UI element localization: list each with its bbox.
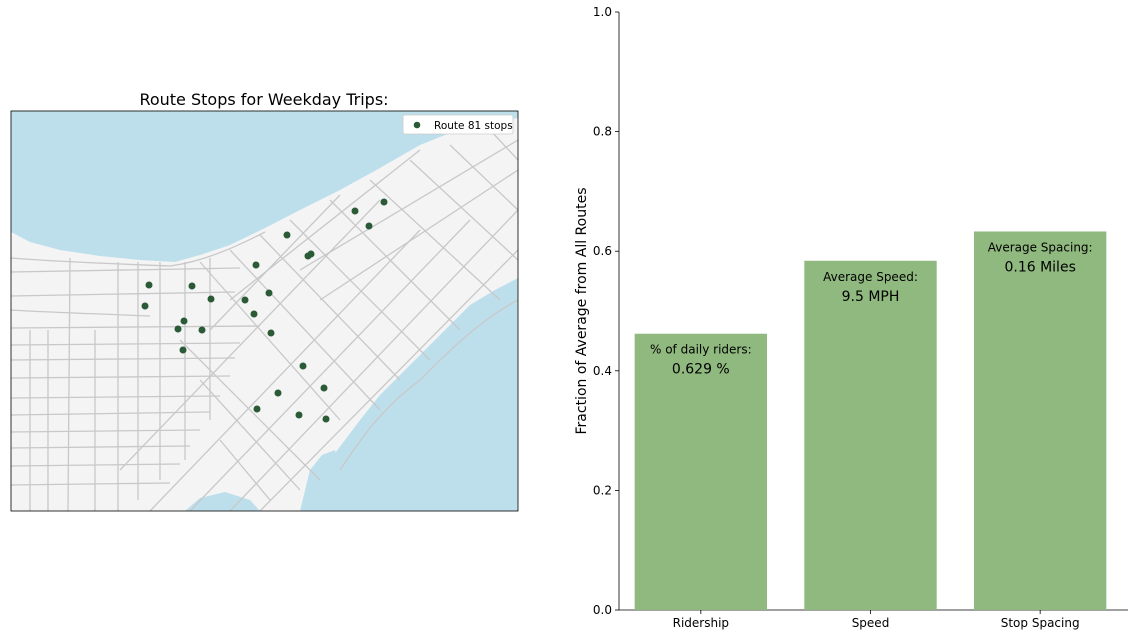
route-stop-marker [322, 415, 330, 423]
y-tick-label: 1.0 [593, 5, 612, 19]
x-tick-label: Ridership [673, 616, 729, 630]
map-title: Route Stops for Weekday Trips: [139, 90, 388, 109]
route-stop-marker [174, 325, 182, 333]
route-stop-marker [250, 310, 258, 318]
route-stop-marker [299, 362, 307, 370]
bar-ridership [634, 333, 768, 610]
bar-annotation-label: Average Speed: [823, 270, 918, 284]
route-stop-marker [267, 329, 275, 337]
route-stop-marker [145, 281, 153, 289]
y-tick-label: 0.0 [593, 603, 612, 617]
x-tick-label: Speed [852, 616, 890, 630]
map-canvas: Route 81 stops [11, 111, 518, 511]
route-stop-marker [265, 289, 273, 297]
map-frame [10, 110, 519, 512]
route-stop-marker [365, 222, 373, 230]
y-tick-label: 0.4 [593, 364, 612, 378]
stops-layer [141, 198, 388, 423]
bar-speed [804, 260, 937, 610]
legend-marker [413, 121, 421, 129]
y-tick-label: 0.8 [593, 125, 612, 139]
bar-annotation-value: 0.629 % [672, 362, 730, 378]
bars-group: % of daily riders: 0.629 % Average Speed: 9… [634, 231, 1107, 610]
route-stop-marker [253, 405, 261, 413]
y-ticks: 0.0 0.2 0.4 0.6 0.8 1.0 [593, 5, 619, 617]
legend-box [402, 114, 514, 135]
route-stop-marker [252, 261, 260, 269]
route-stop-marker [283, 231, 291, 239]
legend-label: Route 81 stops [434, 120, 513, 132]
route-stop-marker [198, 326, 206, 334]
route-stop-marker [380, 198, 388, 206]
y-tick-label: 0.2 [593, 483, 612, 497]
bar-annotation-value: 9.5 MPH [842, 289, 900, 305]
route-stop-marker [320, 384, 328, 392]
route-stop-marker [351, 207, 359, 215]
x-tick-label: Stop Spacing [1001, 616, 1080, 630]
x-ticks: Ridership Speed Stop Spacing [673, 610, 1080, 630]
map-legend: Route 81 stops [402, 114, 514, 135]
route-stop-marker [304, 252, 312, 260]
route-stop-marker [241, 296, 249, 304]
route-stop-marker [295, 411, 303, 419]
bar-stop-spacing [973, 231, 1107, 610]
bar-annotation-label: Average Spacing: [988, 240, 1093, 254]
y-axis-label: Fraction of Average from All Routes [574, 188, 590, 435]
harbor-water [300, 450, 338, 511]
y-tick-label: 0.6 [593, 244, 612, 258]
route-stop-marker [207, 295, 215, 303]
inlet-water [185, 492, 260, 511]
bar-annotation-label: % of daily riders: [650, 343, 752, 357]
route-stop-marker [188, 282, 196, 290]
route-stop-marker [141, 302, 149, 310]
route-stop-marker [274, 389, 282, 397]
route-stop-marker [180, 317, 188, 325]
street-grid [11, 129, 518, 511]
route-stop-marker [179, 346, 187, 354]
lake-water [11, 111, 518, 262]
bar-annotation-value: 0.16 Miles [1004, 259, 1075, 275]
